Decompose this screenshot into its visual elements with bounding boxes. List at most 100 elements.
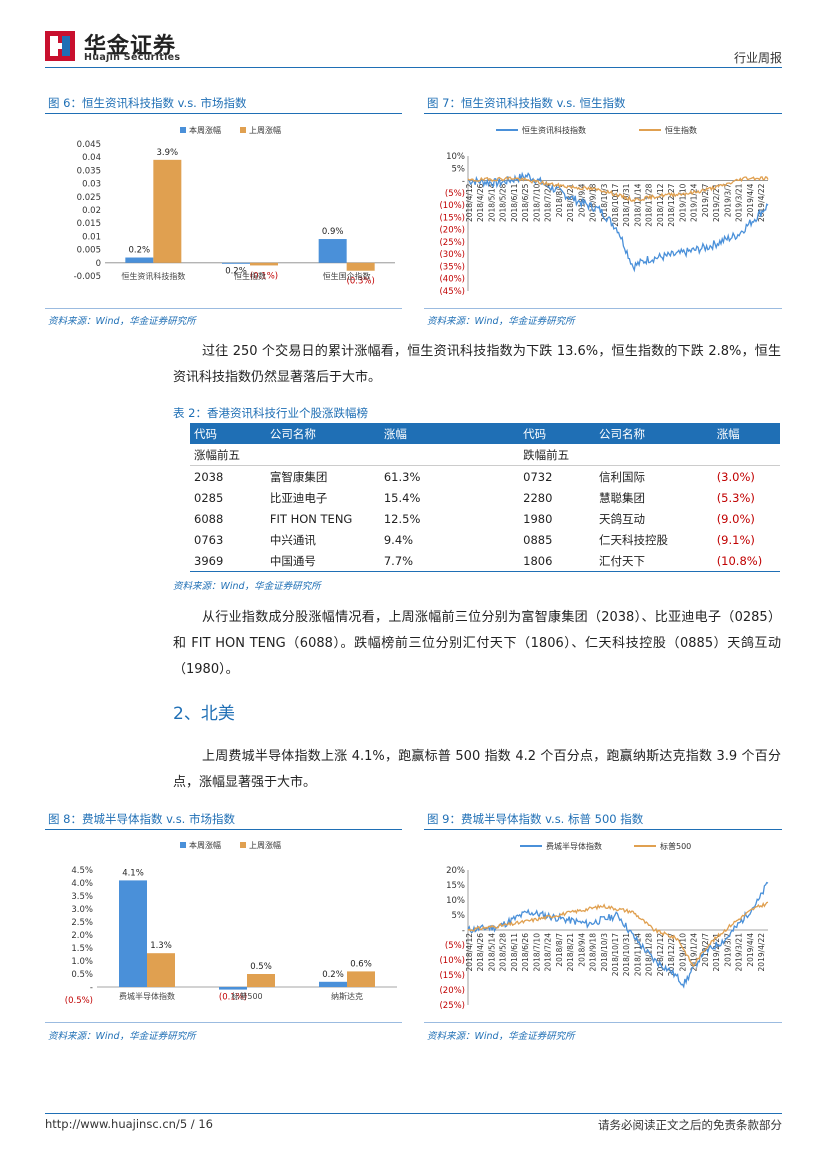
cell-change: (9.1%) xyxy=(716,532,755,547)
x-tick-label: 2018/9/4 xyxy=(577,933,586,967)
fig7-title: 图 7：恒生资讯科技指数 v.s. 恒生指数 xyxy=(427,96,626,110)
fig6-source: 资料来源：Wind，华金证券研究所 xyxy=(48,316,196,327)
x-tick-label: 2018/12/12 xyxy=(656,183,665,226)
series-line xyxy=(467,176,769,203)
data-label: 0.2% xyxy=(225,266,247,276)
cell-change: 12.5% xyxy=(383,511,421,526)
x-tick-label: 2018/5/28 xyxy=(499,933,508,972)
footer-divider xyxy=(45,1113,782,1114)
cell-code: 3969 xyxy=(190,550,266,572)
cell-company: 汇付天下 xyxy=(595,550,713,572)
fig9-bottom-rule xyxy=(424,1022,782,1023)
cell-change: (9.0%) xyxy=(716,511,755,526)
legend-label: 上周涨幅 xyxy=(249,125,281,135)
header-divider xyxy=(45,67,782,68)
paragraph-1: 过往 250 个交易日的累计涨幅看，恒生资讯科技指数为下跌 13.6%，恒生指数… xyxy=(173,344,781,385)
section-heading-north-america: 2、北美 xyxy=(173,704,235,724)
fig6-chart: 本周涨幅 上周涨幅 0.045 0.04 0.035 0.03 0.025 0.02 0.015… xyxy=(74,125,395,287)
x-tick-label: 2018/7/10 xyxy=(532,183,541,222)
table-header-row: 代码 公司名称 涨幅 代码 公司名称 涨幅 xyxy=(190,423,780,444)
y-tick-label: 1.5% xyxy=(71,944,93,954)
x-tick-label: 2019/2/7 xyxy=(701,183,710,217)
logo-text-en: Huajin Securities xyxy=(84,52,181,63)
table-header-cell: 涨幅 xyxy=(712,423,780,444)
y-tick-label: (5%) xyxy=(445,941,465,951)
cell-code: 2280 xyxy=(523,490,553,505)
x-tick-label: 2018/12/27 xyxy=(667,183,676,226)
bar xyxy=(319,981,347,987)
y-tick-label: (25%) xyxy=(439,238,465,248)
x-tick-label: 2018/10/17 xyxy=(611,183,620,226)
y-tick-label: (15%) xyxy=(439,213,465,223)
category-label: 纳斯达克 xyxy=(331,991,363,1001)
cell-change: 7.7% xyxy=(379,550,445,572)
y-tick-label: (10%) xyxy=(439,201,465,211)
bar xyxy=(119,880,147,987)
cell-company: 仁天科技控股 xyxy=(599,532,669,547)
x-tick-label: 2019/3/21 xyxy=(735,183,744,222)
y-tick-label: 2.5% xyxy=(71,918,93,928)
cell-change: 9.4% xyxy=(383,532,414,547)
company-logo xyxy=(45,31,75,61)
x-tick-label: 2018/4/12 xyxy=(465,933,474,972)
legend-label: 恒生指数 xyxy=(665,125,697,135)
x-tick-label: 2018/5/14 xyxy=(487,183,496,222)
table-header-cell: 公司名称 xyxy=(265,423,380,444)
x-tick-label: 2018/10/31 xyxy=(622,183,631,226)
y-tick-label: (10%) xyxy=(439,956,465,966)
category-label: 恒生国企指数 xyxy=(323,271,371,281)
x-tick-label: 2019/4/22 xyxy=(757,933,766,972)
data-label: 0.2% xyxy=(129,246,151,256)
x-tick-label: 2018/10/3 xyxy=(600,933,609,972)
group-label-losers: 跌幅前五 xyxy=(519,444,780,466)
cell-company: 慧聪集团 xyxy=(599,490,646,505)
y-tick-label: 5% xyxy=(452,164,466,174)
x-tick-label: 2019/1/24 xyxy=(690,933,699,972)
x-tick-label: 2018/7/10 xyxy=(532,933,541,972)
category-label: 恒生指数 xyxy=(234,271,266,281)
cell-company: 比亚迪电子 xyxy=(269,490,328,505)
y-tick-label: - xyxy=(462,926,465,936)
x-tick-label: 2018/5/28 xyxy=(499,183,508,222)
series-line xyxy=(467,171,769,273)
paragraph-2: 从行业指数成分股涨幅情况看，上周涨幅前三位分别为富智康集团（2038）、比亚迪电… xyxy=(173,610,781,677)
cell-change: (5.3%) xyxy=(716,490,755,505)
cell-code: 6088 xyxy=(194,511,224,526)
cell-code: 0285 xyxy=(194,490,224,505)
y-tick-label: 0.01 xyxy=(82,232,101,242)
y-tick-label: 4.0% xyxy=(71,879,93,889)
x-tick-label: 2018/8/7 xyxy=(555,933,564,967)
group-label-gainers: 涨幅前五 xyxy=(190,444,520,466)
y-tick-label: 0.035 xyxy=(77,166,101,176)
legend-label: 费城半导体指数 xyxy=(546,841,602,851)
category-label: 标普500 xyxy=(231,991,262,1001)
data-label: 0.6% xyxy=(350,959,372,969)
y-tick-label: 0.02 xyxy=(82,206,101,216)
x-tick-label: 2018/4/26 xyxy=(476,933,485,972)
cell-change: (10.8%) xyxy=(712,550,780,572)
y-tick-label: 0.015 xyxy=(77,219,101,229)
footer-page-number: 5 / 16 xyxy=(179,1117,213,1131)
report-type: 行业周报 xyxy=(733,51,782,65)
y-tick-label: (0.5%) xyxy=(65,996,93,1006)
fig8-bottom-rule xyxy=(45,1022,402,1023)
x-tick-label: 2018/8/21 xyxy=(566,933,575,972)
y-tick-label: 0.005 xyxy=(77,246,101,256)
legend-swatch xyxy=(240,842,246,848)
data-label: 3.9% xyxy=(157,148,179,158)
footer-url-link[interactable]: http://www.huajinsc.cn/ xyxy=(45,1117,180,1131)
x-tick-label: 2018/11/14 xyxy=(633,183,642,226)
table-row: 6088 FIT HON TENG 12.5% 1980 天鸽互动 (9.0%) xyxy=(190,508,780,529)
cell-code: 0732 xyxy=(523,469,553,484)
table-group-row: 涨幅前五 跌幅前五 xyxy=(190,444,780,466)
category-label: 恒生资讯科技指数 xyxy=(121,271,185,281)
y-tick-label: 2.0% xyxy=(71,931,93,941)
y-tick-label: (15%) xyxy=(439,971,465,981)
x-tick-label: 2019/4/4 xyxy=(746,933,755,967)
y-tick-label: 0.5% xyxy=(71,970,93,980)
bar xyxy=(125,257,154,263)
data-label: 0.5% xyxy=(250,962,272,972)
y-tick-label: -0.005 xyxy=(74,272,101,282)
table-row: 0763 中兴通讯 9.4% 0885 仁天科技控股 (9.1%) xyxy=(190,529,780,550)
y-tick-label: 10% xyxy=(446,152,465,162)
